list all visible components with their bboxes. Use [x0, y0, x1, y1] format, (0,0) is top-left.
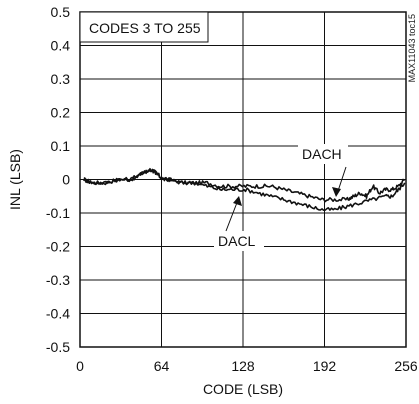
y-tick-label: 0.4	[51, 38, 71, 54]
series-dach-line	[83, 167, 406, 203]
y-tick-labels: 0.5 0.4 0.3 0.2 0.1 0 -0.1 -0.2 -0.3 -0.4 -0.5	[46, 4, 70, 355]
y-tick-label: 0	[62, 172, 70, 188]
x-axis-title: CODE (LSB)	[203, 381, 283, 397]
y-tick-label: 0.5	[51, 4, 71, 20]
annotation-box	[79, 11, 209, 43]
x-tick-label: 0	[76, 358, 84, 374]
annotation-text: CODES 3 TO 255	[89, 20, 201, 36]
y-tick-label: -0.1	[46, 205, 70, 221]
x-tick-labels: 0 64 128 192 256	[76, 358, 418, 374]
series-dacl-line	[83, 168, 406, 211]
y-tick-label: 0.3	[51, 71, 71, 87]
series-layer	[83, 167, 406, 211]
dacl-label-bg	[214, 231, 264, 251]
y-tick-label: -0.4	[46, 306, 70, 322]
y-tick-label: 0.1	[51, 138, 71, 154]
dacl-label: DACL	[218, 233, 256, 249]
y-tick-label: 0.2	[51, 105, 71, 121]
figure-id-note: MAX11043 toc15	[407, 14, 417, 82]
y-tick-label: -0.3	[46, 272, 70, 288]
x-tick-label: 256	[394, 358, 418, 374]
grid-lines	[79, 11, 407, 348]
y-tick-label: -0.2	[46, 239, 70, 255]
x-tick-label: 64	[154, 358, 170, 374]
dach-arrow-head	[332, 187, 341, 197]
y-tick-label: -0.5	[46, 339, 70, 355]
y-axis-title: INL (LSB)	[7, 149, 23, 210]
dach-label: DACH	[302, 146, 342, 162]
dach-label-bg	[298, 144, 348, 164]
dacl-arrow	[225, 199, 239, 232]
dacl-arrow-head	[233, 196, 242, 206]
plot-frame	[79, 11, 407, 348]
x-tick-label: 192	[313, 358, 337, 374]
x-tick-label: 128	[231, 358, 255, 374]
